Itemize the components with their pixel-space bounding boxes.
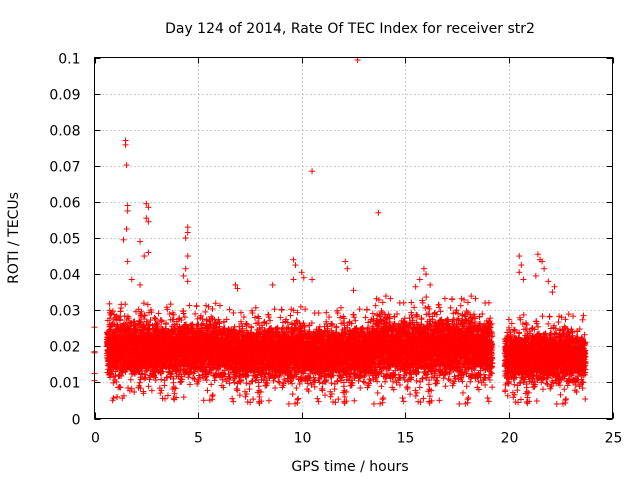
roti-sample (144, 301, 151, 308)
roti-sample (155, 310, 162, 317)
roti-sample (114, 321, 121, 328)
roti-sample (209, 391, 216, 398)
roti-sample (180, 394, 187, 401)
roti-sample (271, 306, 278, 313)
roti-sample (242, 393, 249, 400)
scatter-points (91, 57, 589, 407)
roti-sample (277, 314, 284, 321)
roti-sample (267, 317, 274, 324)
roti-sample (113, 378, 120, 385)
roti-sample (108, 310, 115, 317)
roti-sample (289, 391, 296, 398)
roti-sample (220, 319, 227, 326)
roti-sample (265, 397, 272, 404)
roti-sample (186, 302, 193, 309)
roti-sample (120, 392, 127, 399)
roti-sample (278, 306, 285, 313)
roti-sample (114, 393, 121, 400)
roti-sample (110, 395, 117, 402)
roti-sample (189, 374, 196, 381)
roti-sample (246, 386, 253, 393)
roti-sample (230, 398, 237, 405)
roti-sample (229, 395, 236, 402)
roti-sample (250, 396, 257, 403)
roti-sample (204, 387, 211, 394)
roti-sample (181, 314, 188, 321)
roti-sample (157, 390, 164, 397)
roti-sample (111, 311, 118, 318)
roti-sample (140, 300, 147, 307)
roti-sample (127, 376, 134, 383)
roti-sample (167, 301, 174, 308)
roti-sample (306, 322, 313, 329)
roti-sample (117, 308, 124, 315)
roti-sample (208, 381, 215, 388)
roti-sample (276, 379, 283, 386)
roti-sample (158, 376, 165, 383)
roti-sample (161, 382, 168, 389)
roti-sample (148, 387, 155, 394)
roti-sample (106, 315, 113, 322)
roti-sample (164, 392, 171, 399)
roti-sample (236, 392, 243, 399)
roti-sample (252, 304, 259, 311)
roti-sample (295, 395, 302, 402)
roti-sample (272, 385, 279, 392)
roti-sample (193, 302, 200, 309)
roti-sample (200, 397, 207, 404)
roti-sample (293, 385, 300, 392)
roti-sample (117, 384, 124, 391)
roti-sample (202, 308, 209, 315)
roti-sample (109, 308, 116, 315)
roti-sample (234, 385, 241, 392)
roti-sample (122, 301, 129, 308)
roti-sample (287, 312, 294, 319)
roti-sample (110, 379, 117, 386)
roti-sample (226, 306, 233, 313)
roti-sample (243, 380, 250, 387)
roti-sample (275, 378, 282, 385)
roti-sample (191, 376, 198, 383)
roti-sample (186, 381, 193, 388)
roti-sample (136, 379, 143, 386)
roti-sample (106, 300, 113, 307)
roti-sample (145, 383, 152, 390)
roti-sample (285, 400, 292, 407)
roti-sample (107, 371, 114, 378)
chart-title: Day 124 of 2014, Rate Of TEC Index for r… (165, 21, 535, 37)
roti-sample (240, 314, 247, 321)
